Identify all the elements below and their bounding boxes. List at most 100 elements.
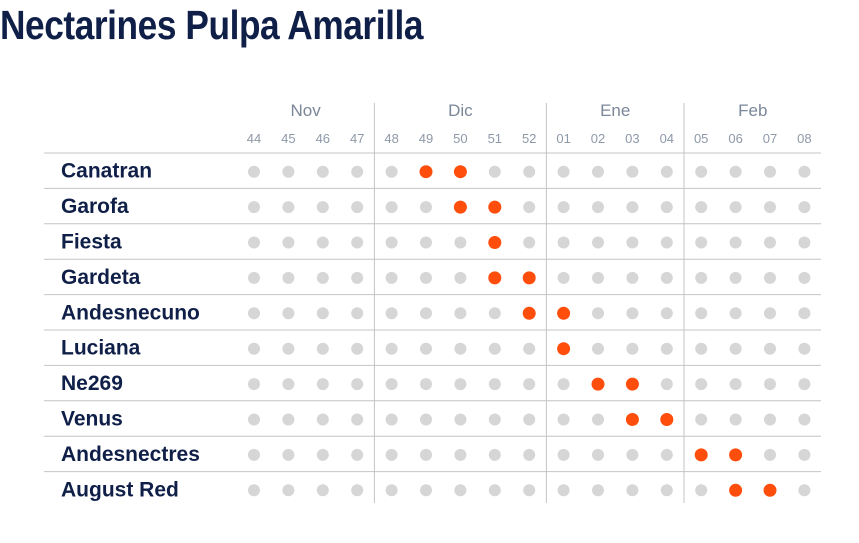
inactive-week-dot — [660, 484, 673, 497]
inactive-week-dot — [557, 236, 570, 249]
active-week-dot — [453, 165, 467, 179]
inactive-week-dot — [248, 271, 260, 284]
inactive-week-dot — [523, 378, 536, 391]
active-week-dot — [694, 448, 708, 462]
inactive-week-dot — [385, 378, 398, 391]
variety-label: Andesnecuno — [61, 301, 200, 324]
inactive-week-dot — [557, 165, 570, 178]
inactive-week-dot — [695, 165, 708, 178]
inactive-week-dot — [351, 236, 364, 249]
inactive-week-dot — [764, 236, 776, 249]
inactive-week-dot — [729, 236, 742, 249]
inactive-week-dot — [454, 342, 467, 355]
active-week-dot — [522, 271, 536, 285]
inactive-week-dot — [798, 378, 811, 391]
inactive-week-dot — [282, 271, 295, 284]
week-label: 47 — [350, 131, 364, 146]
active-week-dot — [625, 413, 639, 426]
inactive-week-dot — [351, 448, 364, 461]
inactive-week-dot — [385, 165, 398, 178]
inactive-week-dot — [420, 236, 432, 249]
inactive-week-dot — [351, 165, 364, 178]
variety-label: Venus — [61, 408, 123, 431]
variety-label: Fiesta — [61, 231, 122, 254]
inactive-week-dot — [729, 165, 742, 178]
inactive-week-dot — [420, 201, 432, 214]
inactive-week-dot — [248, 484, 260, 497]
inactive-week-dot — [798, 307, 811, 320]
inactive-week-dot — [626, 448, 639, 461]
inactive-week-dot — [282, 307, 295, 320]
inactive-week-dot — [316, 448, 329, 461]
inactive-week-dot — [316, 342, 329, 355]
inactive-week-dot — [626, 271, 639, 284]
inactive-week-dot — [316, 165, 329, 178]
inactive-week-dot — [282, 342, 295, 355]
inactive-week-dot — [660, 342, 673, 355]
variety-label: Ne269 — [61, 372, 123, 395]
inactive-week-dot — [420, 413, 432, 426]
inactive-week-dot — [729, 201, 742, 214]
inactive-week-dot — [729, 413, 742, 426]
inactive-week-dot — [798, 448, 811, 461]
inactive-week-dot — [316, 378, 329, 391]
inactive-week-dot — [454, 448, 467, 461]
inactive-week-dot — [729, 378, 742, 391]
inactive-week-dot — [592, 165, 604, 178]
inactive-week-dot — [695, 484, 708, 497]
week-label: 03 — [625, 131, 639, 146]
inactive-week-dot — [660, 378, 673, 391]
active-week-dot — [763, 483, 777, 497]
inactive-week-dot — [351, 484, 364, 497]
inactive-week-dot — [764, 413, 776, 426]
inactive-week-dot — [523, 236, 536, 249]
inactive-week-dot — [385, 448, 398, 461]
inactive-week-dot — [385, 342, 398, 355]
inactive-week-dot — [523, 413, 536, 426]
variety-label: Gardeta — [61, 266, 141, 289]
week-label: 05 — [694, 131, 708, 146]
inactive-week-dot — [798, 236, 811, 249]
inactive-week-dot — [454, 378, 467, 391]
inactive-week-dot — [282, 413, 295, 426]
week-label: 50 — [453, 131, 467, 146]
inactive-week-dot — [557, 448, 570, 461]
variety-label: Luciana — [61, 337, 141, 360]
inactive-week-dot — [523, 201, 536, 214]
inactive-week-dot — [592, 236, 604, 249]
inactive-week-dot — [351, 378, 364, 391]
inactive-week-dot — [248, 236, 260, 249]
inactive-week-dot — [385, 271, 398, 284]
active-week-dot — [729, 448, 743, 462]
inactive-week-dot — [626, 201, 639, 214]
inactive-week-dot — [626, 342, 639, 355]
variety-label: August Red — [61, 478, 179, 501]
inactive-week-dot — [729, 271, 742, 284]
week-label: 07 — [763, 131, 777, 146]
inactive-week-dot — [351, 271, 364, 284]
active-week-dot — [557, 342, 571, 356]
inactive-week-dot — [282, 448, 295, 461]
inactive-week-dot — [282, 378, 295, 391]
inactive-week-dot — [420, 378, 432, 391]
inactive-week-dot — [282, 236, 295, 249]
inactive-week-dot — [282, 165, 295, 178]
inactive-week-dot — [592, 307, 604, 320]
inactive-week-dot — [420, 307, 432, 320]
inactive-week-dot — [660, 307, 673, 320]
inactive-week-dot — [523, 165, 536, 178]
inactive-week-dot — [385, 484, 398, 497]
active-week-dot — [625, 377, 639, 391]
inactive-week-dot — [592, 484, 604, 497]
inactive-week-dot — [626, 236, 639, 249]
inactive-week-dot — [557, 271, 570, 284]
inactive-week-dot — [316, 484, 329, 497]
inactive-week-dot — [454, 271, 467, 284]
inactive-week-dot — [626, 165, 639, 178]
inactive-week-dot — [282, 484, 295, 497]
variety-label: Canatran — [61, 160, 152, 183]
inactive-week-dot — [488, 342, 501, 355]
week-label: 44 — [247, 131, 261, 146]
inactive-week-dot — [764, 201, 776, 214]
